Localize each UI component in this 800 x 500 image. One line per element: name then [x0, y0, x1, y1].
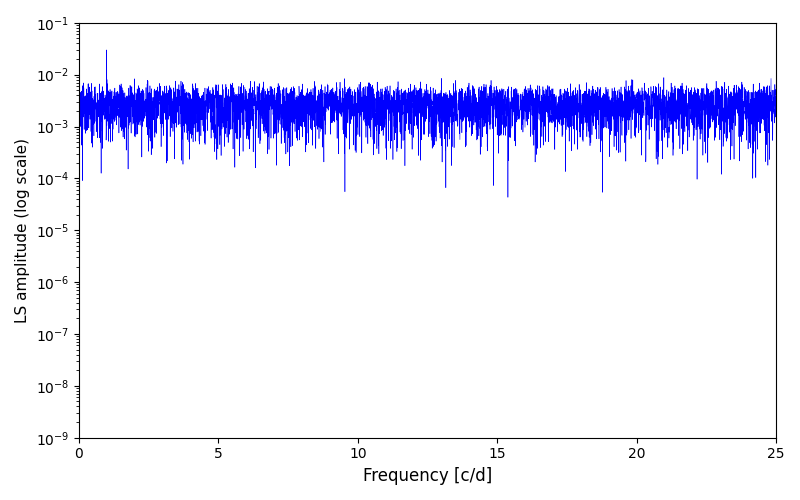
- Y-axis label: LS amplitude (log scale): LS amplitude (log scale): [15, 138, 30, 323]
- X-axis label: Frequency [c/d]: Frequency [c/d]: [363, 467, 492, 485]
